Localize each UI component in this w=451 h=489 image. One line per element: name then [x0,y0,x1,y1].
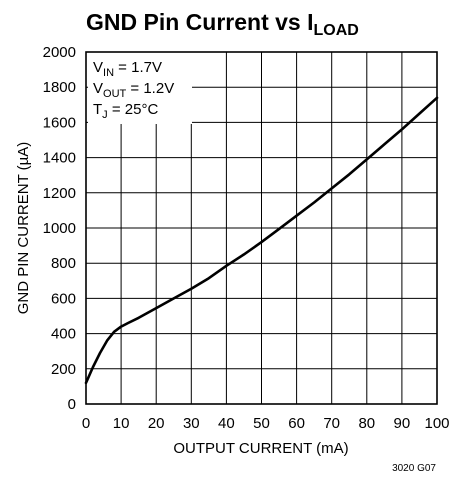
x-tick-label: 40 [218,415,235,432]
x-tick-label: 60 [288,415,305,432]
condition-text: VOUT = 1.2V [93,80,174,100]
condition-subscript: J [102,109,108,121]
chart-title: GND Pin Current vs ILOAD [86,9,359,39]
condition-subscript: IN [103,67,114,79]
y-tick-label: 400 [51,326,76,343]
condition-symbol: V [93,80,103,97]
condition-value: = 25°C [108,101,159,118]
plot-frame [85,51,438,405]
x-tick-label: 70 [323,415,340,432]
y-tick-label: 1400 [43,150,76,167]
x-tick-label: 10 [113,415,130,432]
series-line [84,96,439,385]
condition-value: = 1.2V [126,80,174,97]
y-tick-label: 1800 [43,79,76,96]
x-tick-label: 20 [148,415,165,432]
y-tick-label: 200 [51,361,76,378]
condition-subscript: OUT [103,88,127,100]
y-tick-label: 0 [68,396,76,413]
x-tick-label: 90 [394,415,411,432]
grid [86,52,437,404]
y-tick-label: 1600 [43,114,76,131]
chart-title-subscript: LOAD [313,22,358,39]
x-axis-label: OUTPUT CURRENT (mA) [173,440,348,457]
series-layer [84,96,439,385]
chart-title-text: GND Pin Current vs ILOAD [86,9,359,39]
condition-value: = 1.7V [114,59,162,76]
y-tick-label: 1000 [43,220,76,237]
condition-symbol: V [93,59,103,76]
y-axis-ticks: 0 200 400 600 800 1000 1200 1400 1600 1800 2000 [43,44,76,413]
y-tick-label: 600 [51,290,76,307]
x-tick-label: 50 [253,415,270,432]
x-tick-label: 30 [183,415,200,432]
y-tick-label: 800 [51,255,76,272]
y-axis-label: GND PIN CURRENT (µA) [15,142,32,315]
x-tick-label: 0 [82,415,90,432]
chart-title-main: GND Pin Current vs I [86,9,313,35]
conditions-box [88,52,192,124]
condition-text: VIN = 1.7V [93,59,162,79]
x-axis-ticks: 0 10 20 30 40 50 60 70 80 90 100 [82,415,450,432]
figure-id: 3020 G07 [392,463,436,474]
condition-symbol: T [93,101,102,118]
x-tick-label: 80 [358,415,375,432]
y-tick-label: 2000 [43,44,76,61]
y-tick-label: 1200 [43,185,76,202]
x-tick-label: 100 [424,415,449,432]
condition-text: TJ = 25°C [93,101,158,121]
